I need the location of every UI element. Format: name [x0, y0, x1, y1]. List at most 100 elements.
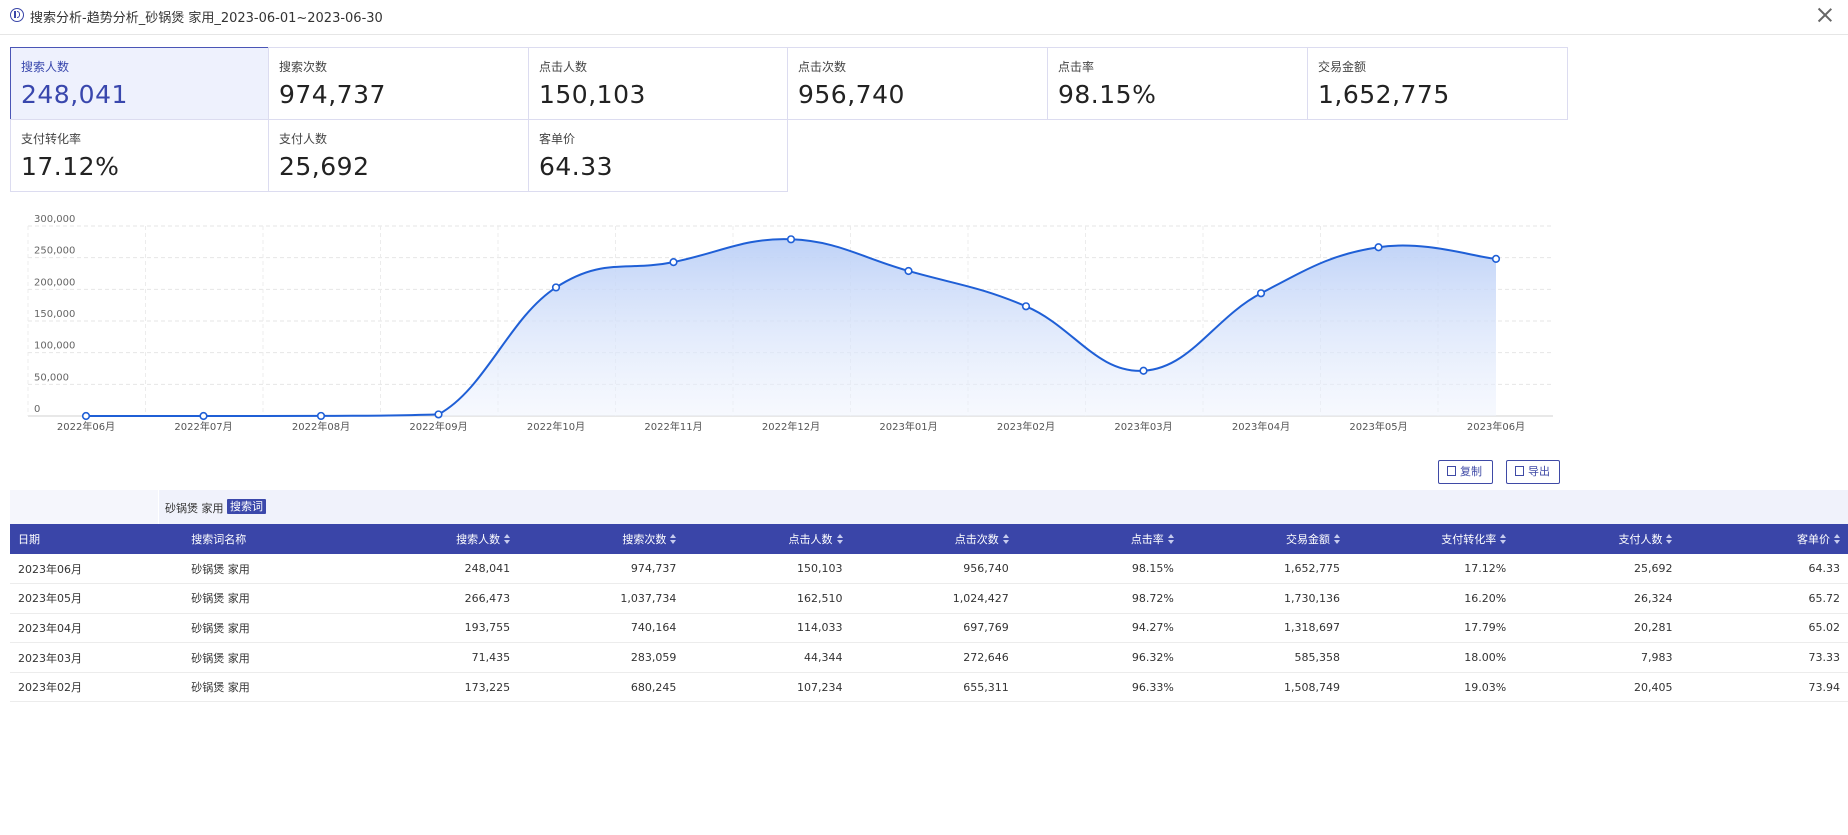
column-header-keyword: 搜索词名称 — [191, 533, 247, 546]
table-cell: 956,740 — [963, 562, 1009, 576]
metric-label: 支付人数 — [279, 132, 328, 146]
data-table-container: 砂锅煲 家用 搜索词 日期 搜索词名称 搜索人数 搜索次数 点击人数 点击次数 … — [10, 490, 1848, 702]
column-header-transaction-amount[interactable]: 交易金额 — [1182, 524, 1348, 554]
table-cell: 1,024,427 — [952, 591, 1009, 605]
y-tick-label: 100,000 — [34, 341, 75, 352]
metric-value: 974,737 — [279, 80, 386, 109]
metric-label: 客单价 — [539, 132, 576, 146]
column-header-pay-conversion[interactable]: 支付转化率 — [1348, 524, 1514, 554]
data-point[interactable] — [81, 411, 91, 421]
table-cell: 272,646 — [963, 651, 1009, 665]
table-cell: 17.12% — [1464, 562, 1507, 576]
sort-icon[interactable] — [836, 534, 843, 544]
y-tick-label: 150,000 — [34, 309, 75, 320]
table-cell: 19.03% — [1464, 680, 1507, 694]
sort-icon[interactable] — [1500, 534, 1507, 544]
y-tick-label: 250,000 — [34, 246, 75, 257]
column-header-pay-users[interactable]: 支付人数 — [1514, 524, 1680, 554]
metric-card-transaction-amount[interactable]: 交易金额 1,652,775 — [1307, 47, 1568, 120]
table-cell: 680,245 — [630, 680, 677, 694]
metric-label: 搜索次数 — [279, 60, 328, 74]
x-tick-label: 2023年03月 — [1114, 420, 1172, 433]
data-point[interactable] — [551, 283, 561, 292]
data-point[interactable] — [316, 411, 326, 421]
table-cell: 1,508,749 — [1284, 680, 1341, 694]
data-point[interactable] — [434, 410, 443, 419]
column-header-avg-order-value[interactable]: 客单价 — [1680, 524, 1848, 554]
sort-icon[interactable] — [1002, 534, 1009, 544]
sort-icon[interactable] — [1834, 534, 1840, 544]
metric-value: 248,041 — [21, 80, 128, 109]
x-tick-label: 2023年02月 — [997, 420, 1055, 433]
table-cell: 2023年06月 — [18, 562, 82, 576]
table-cell: 砂锅煲 家用 — [191, 562, 250, 576]
data-point[interactable] — [1021, 302, 1031, 311]
column-header-click-rate[interactable]: 点击率 — [1017, 524, 1182, 554]
table-cell: 1,652,775 — [1284, 562, 1341, 576]
keyword-text: 砂锅煲 家用 — [165, 502, 224, 515]
table-cell: 150,103 — [797, 562, 843, 576]
table-cell: 283,059 — [630, 651, 677, 665]
data-point[interactable] — [904, 266, 913, 276]
column-header-click-users[interactable]: 点击人数 — [684, 524, 850, 554]
data-point[interactable] — [199, 411, 208, 421]
sort-icon[interactable] — [670, 534, 677, 544]
metric-card-pay-users[interactable]: 支付人数 25,692 — [268, 119, 529, 192]
x-tick-label: 2022年12月 — [762, 420, 820, 433]
metric-card-pay-conversion[interactable]: 支付转化率 17.12% — [10, 119, 269, 192]
column-header-click-count[interactable]: 点击次数 — [851, 524, 1017, 554]
data-point[interactable] — [1374, 243, 1383, 252]
table-cell: 248,041 — [464, 562, 511, 576]
sort-icon[interactable] — [1334, 534, 1341, 544]
x-tick-label: 2022年09月 — [409, 420, 467, 433]
x-tick-label: 2022年08月 — [292, 420, 350, 433]
data-table: 日期 搜索词名称 搜索人数 搜索次数 点击人数 点击次数 点击率 交易金额 支付… — [10, 524, 1848, 702]
sort-icon[interactable] — [1666, 534, 1673, 544]
close-icon[interactable] — [1816, 6, 1834, 24]
table-cell: 2023年03月 — [18, 651, 82, 665]
window-title: 搜索分析-趋势分析_砂锅煲 家用_2023-06-01~2023-06-30 — [30, 11, 383, 26]
sort-icon[interactable] — [504, 534, 511, 544]
metric-card-click-users[interactable]: 点击人数 150,103 — [528, 47, 788, 120]
metric-label: 点击人数 — [539, 60, 588, 74]
table-cell: 114,033 — [797, 621, 843, 635]
table-cell: 65.02 — [1808, 621, 1841, 635]
table-cell: 16.20% — [1464, 591, 1507, 605]
sort-icon[interactable] — [1167, 534, 1174, 544]
table-cell: 64.33 — [1808, 562, 1841, 576]
data-point[interactable] — [1139, 366, 1148, 375]
metric-card-click-rate[interactable]: 点击率 98.15% — [1047, 47, 1308, 120]
metric-value: 98.15% — [1058, 80, 1157, 109]
x-tick-label: 2022年10月 — [527, 420, 585, 433]
metric-label: 支付转化率 — [21, 132, 82, 146]
table-cell: 砂锅煲 家用 — [191, 621, 250, 635]
y-tick-label: 0 — [34, 404, 40, 415]
metric-card-avg-order-value[interactable]: 客单价 64.33 — [528, 119, 788, 192]
export-button[interactable]: 导出 — [1506, 460, 1560, 484]
data-point[interactable] — [1256, 289, 1266, 298]
column-header-search-users[interactable]: 搜索人数 — [341, 524, 518, 554]
column-header-search-count[interactable]: 搜索次数 — [518, 524, 684, 554]
table-cell: 73.94 — [1808, 680, 1841, 694]
export-icon — [1515, 466, 1524, 476]
table-cell: 96.33% — [1131, 680, 1174, 694]
x-tick-label: 2023年01月 — [879, 420, 937, 433]
table-cell: 585,358 — [1294, 651, 1341, 665]
table-cell: 266,473 — [464, 591, 511, 605]
y-tick-label: 200,000 — [34, 277, 75, 288]
data-point[interactable] — [669, 257, 678, 267]
metric-label: 搜索人数 — [21, 60, 70, 74]
metric-card-search-count[interactable]: 搜索次数 974,737 — [268, 47, 529, 120]
table-cell: 20,405 — [1633, 680, 1673, 694]
table-cell: 1,037,734 — [620, 591, 677, 605]
table-cell: 20,281 — [1633, 621, 1673, 635]
table-cell: 96.32% — [1131, 651, 1174, 665]
table-row: 2023年05月 砂锅煲 家用 266,473 1,037,734 162,510 1,0… — [10, 584, 1848, 614]
metric-card-click-count[interactable]: 点击次数 956,740 — [787, 47, 1048, 120]
metric-card-search-users[interactable]: 搜索人数 248,041 — [10, 47, 269, 120]
trend-area-chart: 0 50,000 100,000 150,000 200,000 250,000 300,0… — [27, 214, 1553, 433]
series-area — [86, 239, 1496, 416]
copy-button[interactable]: 复制 — [1438, 460, 1493, 484]
data-point[interactable] — [1491, 254, 1501, 264]
data-point[interactable] — [786, 235, 796, 244]
